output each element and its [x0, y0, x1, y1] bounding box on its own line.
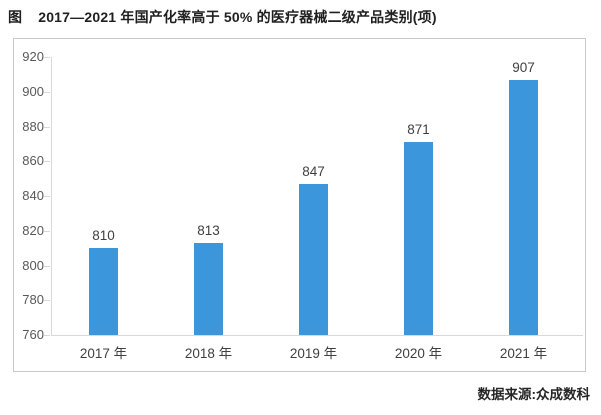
x-axis-label: 2019 年	[289, 346, 338, 361]
y-tick	[44, 57, 50, 58]
y-axis-label: 880	[22, 118, 44, 134]
x-axis-label: 2021 年	[499, 346, 548, 361]
x-axis-line	[51, 335, 583, 336]
x-axis-label: 2017 年	[79, 346, 128, 361]
y-axis-line	[51, 57, 52, 336]
y-tick	[44, 335, 50, 336]
chart-title: 2017—2021 年国产化率高于 50% 的医疗器械二级产品类别(项)	[38, 9, 437, 25]
bar-value-label: 871	[407, 122, 430, 137]
bar-2018	[194, 243, 223, 335]
y-tick	[44, 300, 50, 302]
chart-plot-box: 760 780 800 820 840 860 880 900 920 810 2017 年 813 2…	[13, 38, 586, 372]
bar-value-label: 907	[512, 60, 535, 75]
chart-title-row: 图 2017—2021 年国产化率高于 50% 的医疗器械二级产品类别(项)	[8, 7, 593, 27]
y-axis-label: 820	[22, 222, 44, 238]
data-source-label: 数据来源:众成数科	[477, 387, 591, 402]
bar-value-label: 813	[197, 223, 220, 238]
y-tick	[44, 265, 50, 267]
bar-2019	[299, 184, 328, 335]
y-tick	[44, 230, 50, 232]
figure-label: 图	[8, 9, 23, 25]
y-tick	[44, 161, 50, 163]
bar-2020	[404, 142, 433, 335]
y-axis-label: 800	[22, 257, 44, 273]
y-tick	[44, 126, 50, 128]
y-tick	[44, 196, 50, 197]
bar-value-label: 847	[302, 164, 325, 179]
bar-2021	[509, 80, 538, 335]
y-axis-label: 920	[22, 49, 44, 64]
bar-2017	[89, 248, 118, 335]
y-axis-label: 860	[22, 153, 44, 169]
y-axis-label: 780	[22, 292, 44, 308]
x-axis-label: 2020 年	[394, 346, 443, 361]
bar-value-label: 810	[92, 228, 115, 243]
y-axis-label: 840	[22, 188, 44, 203]
y-tick	[44, 91, 50, 93]
y-axis-label: 900	[22, 83, 44, 99]
y-axis-label: 760	[22, 327, 44, 342]
x-axis-label: 2018 年	[184, 346, 233, 361]
